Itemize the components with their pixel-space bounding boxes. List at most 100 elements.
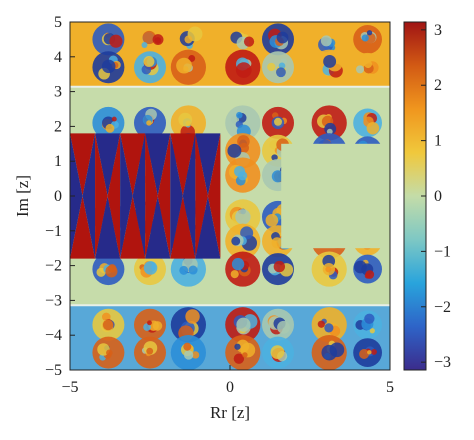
fractal-blob <box>356 65 365 74</box>
y-tick-label: 1 <box>54 153 62 170</box>
checker-cell <box>207 196 221 259</box>
colorbar-tick-label: −2 <box>434 299 451 316</box>
fractal-blob <box>146 120 152 126</box>
checker-cell <box>95 196 121 259</box>
checker-cell <box>82 133 96 196</box>
fractal-blob <box>230 270 239 279</box>
colorbar-tick-label: 2 <box>434 77 442 94</box>
fractal-blob <box>231 236 241 246</box>
checker-cell <box>120 196 146 259</box>
checker-cell <box>157 133 171 196</box>
y-tick-label: −1 <box>45 223 62 240</box>
checker-cell <box>195 196 221 259</box>
fractal-blob <box>364 313 375 324</box>
y-tick-label: 0 <box>54 188 62 205</box>
fractal-blob <box>109 34 123 48</box>
fractal-blob <box>237 135 250 148</box>
fractal-blob <box>277 320 290 334</box>
fractal-blob <box>154 37 162 44</box>
checker-cell <box>170 196 183 259</box>
fractal-blob <box>235 209 251 225</box>
x-tick-label: 5 <box>386 379 394 396</box>
checker-cell <box>145 196 158 259</box>
fractal-blob <box>367 350 372 355</box>
fractal-blob <box>364 273 371 279</box>
right-plateau <box>281 143 390 249</box>
fractal-blob <box>267 62 276 72</box>
fractal-blob <box>274 117 282 126</box>
fractal-blob <box>147 320 152 326</box>
fractal-blob <box>371 348 377 355</box>
fractal-blob <box>141 42 148 48</box>
checker-cell <box>120 196 133 259</box>
fractal-blob <box>146 347 154 355</box>
fractal-blob <box>326 128 333 135</box>
fractal-blob <box>231 257 245 271</box>
checker-cell <box>170 196 196 259</box>
checker-cell <box>170 133 183 196</box>
fractal-blob <box>325 266 332 273</box>
fractal-blob <box>271 170 284 183</box>
y-tick-label: 5 <box>54 14 62 31</box>
y-tick-label: 2 <box>54 118 62 135</box>
fractal-blob <box>188 54 196 62</box>
fractal-blob <box>369 328 375 334</box>
checker-cell <box>145 196 171 259</box>
checker-cell <box>195 133 221 196</box>
colorbar-tick-label: −1 <box>434 243 451 260</box>
fractal-blob <box>178 112 193 127</box>
checker-cell <box>207 133 221 196</box>
fractal-blob <box>270 345 285 360</box>
fractal-blob <box>176 57 192 74</box>
y-tick-label: 3 <box>54 84 62 101</box>
fractal-blob <box>141 64 152 75</box>
fractal-blob <box>271 237 283 249</box>
fractal-blob <box>183 342 192 351</box>
fractal-blob <box>366 121 380 135</box>
checker-cell <box>120 133 146 196</box>
checker-cell <box>82 196 96 259</box>
checker-cell <box>70 133 83 196</box>
fractal-blob <box>143 261 158 275</box>
fractal-blob <box>96 267 106 277</box>
checker-cell <box>157 196 171 259</box>
fractal-blob <box>225 105 261 141</box>
fractal-blob <box>321 344 338 361</box>
checker-cell <box>95 196 108 259</box>
fractal-blob <box>361 34 369 42</box>
fractal-blob <box>243 36 255 47</box>
checker-cell <box>182 196 196 259</box>
checker-cell <box>95 133 121 196</box>
fractal-blob <box>105 265 118 278</box>
fractal-blob <box>323 54 337 68</box>
fractal-blob <box>235 62 252 78</box>
y-tick-label: −3 <box>45 292 62 309</box>
fractal-blob <box>102 319 114 331</box>
checker-cell <box>107 196 121 259</box>
plot-area <box>70 22 390 370</box>
fractal-blob <box>185 309 200 324</box>
y-tick-label: 4 <box>54 49 62 66</box>
fractal-blob <box>359 349 370 359</box>
checker-cell <box>195 133 208 196</box>
checker-cell <box>120 133 133 196</box>
fractal-blob <box>242 352 248 358</box>
fractal-blob <box>364 60 373 69</box>
x-tick-label: 0 <box>226 379 234 396</box>
checker-cell <box>70 196 96 259</box>
fractal-blob <box>265 214 279 227</box>
checker-cell <box>195 196 208 259</box>
checker-cell <box>182 133 196 196</box>
fractal-blob <box>191 351 200 359</box>
y-tick-label: −4 <box>45 327 62 344</box>
y-tick-label: −2 <box>45 258 62 275</box>
fractal-blob <box>271 154 278 161</box>
y-axis-title: Im [z] <box>13 175 32 217</box>
fractal-blob <box>354 260 367 274</box>
checker-cell <box>95 133 108 196</box>
y-axis: 5 4 3 2 1 0 −1 −2 −3 −4 −5 <box>45 14 75 379</box>
checker-cell <box>132 196 146 259</box>
fractal-blob <box>236 111 243 119</box>
colorbar-axis: 3 2 1 0 −1 −2 −3 <box>421 22 451 371</box>
checker-cell <box>170 133 196 196</box>
